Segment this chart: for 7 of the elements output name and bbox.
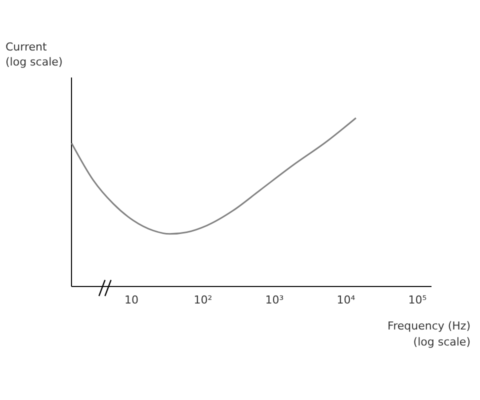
x-tick-label: 10 <box>124 294 138 306</box>
x-axis-title: Frequency (Hz) (log scale) <box>388 320 470 348</box>
x-tick-label: 10⁴ <box>336 294 356 306</box>
x-tick-label: 10⁵ <box>408 294 427 306</box>
y-axis-title: Current (log scale) <box>6 40 63 68</box>
x-tick-label: 10² <box>194 294 212 306</box>
x-tick-label: 10³ <box>265 294 284 306</box>
